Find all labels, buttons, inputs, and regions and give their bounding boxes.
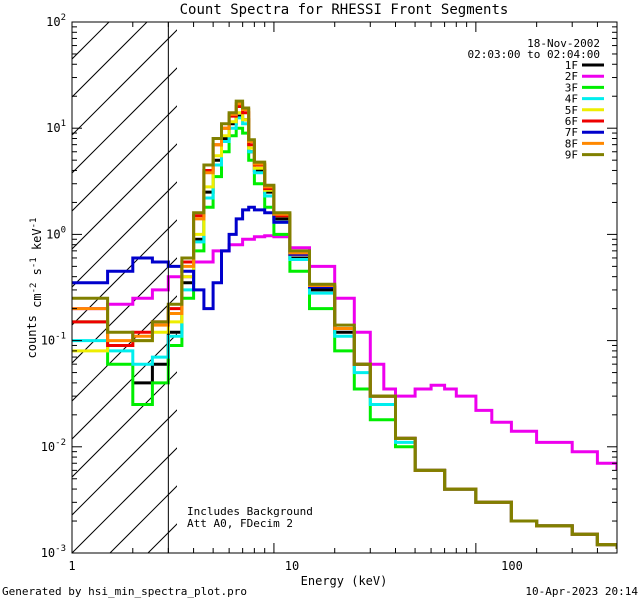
hatch-line xyxy=(300,0,640,553)
legend-label-2F: 2F xyxy=(565,70,578,83)
hatch-line xyxy=(338,0,640,553)
x-axis-title: Energy (keV) xyxy=(301,574,388,588)
legend-label-5F: 5F xyxy=(565,104,578,117)
legend-label-8F: 8F xyxy=(565,137,578,150)
hatch-line xyxy=(72,257,177,364)
hatch-line xyxy=(262,0,640,553)
y-tick-labels: 10-3 10-2 10-1 100 101 102 xyxy=(41,13,66,560)
y-tick-label: 10-1 xyxy=(41,332,66,348)
hatch-line xyxy=(528,0,640,553)
hatch-line xyxy=(0,0,24,553)
legend-label-7F: 7F xyxy=(565,126,578,139)
hatch-line xyxy=(0,0,100,553)
legend-label-3F: 3F xyxy=(565,81,578,94)
y-tick-label: 10-2 xyxy=(41,438,66,454)
hatch-line xyxy=(72,447,177,553)
y-axis-title: counts cm-2 s-1 keV-1 xyxy=(25,218,44,359)
hatch-line xyxy=(72,219,177,326)
series-2F xyxy=(72,234,617,471)
y-tick-label: 101 xyxy=(46,119,66,135)
y-tick-label: 10-3 xyxy=(41,544,66,560)
hatch-line xyxy=(72,409,177,516)
hatch-line xyxy=(72,143,177,250)
x-tick-label: 100 xyxy=(501,559,523,573)
annotation-attenuator: Att A0, FDecim 2 xyxy=(187,517,293,530)
excluded-energy-hatch xyxy=(0,0,640,553)
y-tick-label: 100 xyxy=(46,225,66,241)
time-range-label: 02:03:00 to 02:04:00 xyxy=(468,48,600,61)
series-layer xyxy=(72,99,617,549)
hatch-line xyxy=(72,181,177,288)
series-9F xyxy=(72,99,617,549)
hatch-line xyxy=(452,0,640,553)
x-tick-label: 10 xyxy=(285,559,299,573)
hatch-line xyxy=(72,371,177,478)
hatch-line xyxy=(72,67,177,174)
series-1F xyxy=(132,114,617,549)
x-tick-label: 1 xyxy=(68,559,75,573)
annotation-background: Includes Background xyxy=(187,505,313,518)
hatch-line xyxy=(72,22,148,98)
hatch-line xyxy=(72,29,177,136)
date-label: 18-Nov-2002 xyxy=(527,37,600,50)
plot-frame xyxy=(71,21,618,554)
footer-generated-by: Generated by hsi_min_spectra_plot.pro xyxy=(2,585,247,598)
legend-label-6F: 6F xyxy=(565,115,578,128)
chart-title: Count Spectra for RHESSI Front Segments xyxy=(180,2,509,18)
hatch-line xyxy=(604,0,640,553)
footer-timestamp: 10-Apr-2023 20:14 xyxy=(525,585,638,598)
hatch-line xyxy=(414,0,640,553)
legend-label-1F: 1F xyxy=(565,59,578,72)
y-tick-label: 102 xyxy=(46,13,66,29)
legend-label-4F: 4F xyxy=(565,93,578,106)
axis-ticks xyxy=(71,21,618,554)
legend-label-9F: 9F xyxy=(565,149,578,162)
